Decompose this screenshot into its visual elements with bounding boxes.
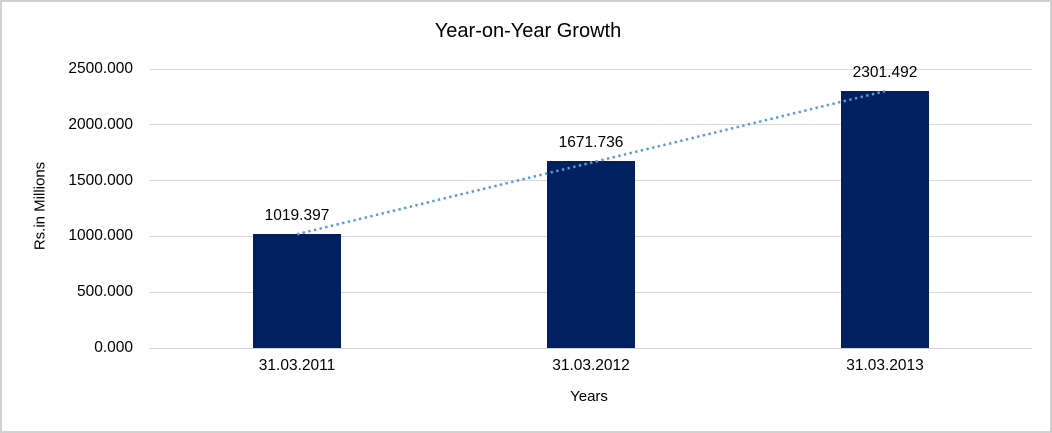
x-category-label: 31.03.2012: [552, 357, 630, 374]
y-tick-label: 1000.000: [68, 227, 133, 245]
bar: [841, 91, 929, 348]
y-tick-label: 2000.000: [68, 115, 133, 133]
gridline: [150, 68, 1032, 70]
bar-data-label: 1671.736: [558, 134, 624, 152]
x-axis-title: Years: [570, 388, 608, 405]
y-tick-label: 2500.000: [68, 60, 133, 77]
y-tick-label: 500.000: [76, 283, 133, 301]
y-tick-label: 0.000: [94, 339, 133, 356]
x-axis-line: [150, 347, 1032, 349]
y-tick-label: 1500.000: [68, 171, 133, 189]
bar: [547, 161, 635, 348]
bar-data-label: 1019.397: [264, 207, 330, 225]
chart-title: Year-on-Year Growth: [434, 20, 622, 42]
bar: [253, 234, 341, 348]
x-category-label: 31.03.2011: [258, 357, 336, 374]
bar-data-label: 2301.492: [852, 64, 918, 82]
x-category-label: 31.03.2013: [846, 357, 924, 374]
